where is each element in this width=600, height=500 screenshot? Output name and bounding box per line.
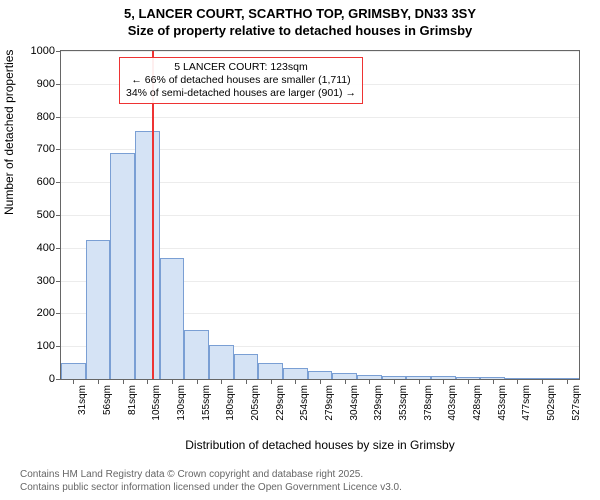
histogram-bar (110, 153, 135, 379)
x-tick-mark (246, 379, 247, 384)
x-tick-mark (517, 379, 518, 384)
annotation-callout: 5 LANCER COURT: 123sqm← 66% of detached … (119, 57, 363, 104)
histogram-bar (86, 240, 111, 379)
y-tick-label: 900 (37, 78, 55, 90)
x-tick-label: 527sqm (571, 385, 582, 421)
x-tick-label: 105sqm (151, 385, 162, 421)
x-axis-label: Distribution of detached houses by size … (60, 438, 580, 452)
x-tick-mark (123, 379, 124, 384)
histogram-bar (160, 258, 185, 379)
x-tick-mark (197, 379, 198, 384)
x-tick-label: 180sqm (225, 385, 236, 421)
x-tick-label: 502sqm (546, 385, 557, 421)
annotation-line1: 5 LANCER COURT: 123sqm (126, 61, 356, 74)
gridline (61, 51, 579, 52)
y-tick-label: 700 (37, 143, 55, 155)
y-tick-label: 800 (37, 111, 55, 123)
x-tick-label: 378sqm (423, 385, 434, 421)
histogram-bar (308, 371, 333, 379)
title-line2: Size of property relative to detached ho… (0, 23, 600, 40)
y-axis-label: Number of detached properties (2, 50, 16, 215)
title-line1: 5, LANCER COURT, SCARTHO TOP, GRIMSBY, D… (0, 6, 600, 23)
y-tick-label: 400 (37, 242, 55, 254)
gridline (61, 117, 579, 118)
y-tick-label: 600 (37, 176, 55, 188)
y-tick-label: 200 (37, 307, 55, 319)
x-tick-mark (147, 379, 148, 384)
x-tick-mark (419, 379, 420, 384)
footer-line2: Contains public sector information licen… (20, 482, 402, 495)
x-tick-label: 477sqm (521, 385, 532, 421)
histogram-bar (283, 368, 308, 379)
x-tick-label: 81sqm (127, 385, 138, 415)
x-tick-label: 304sqm (349, 385, 360, 421)
x-tick-label: 279sqm (324, 385, 335, 421)
y-tick-label: 500 (37, 209, 55, 221)
x-tick-mark (468, 379, 469, 384)
histogram-bar (184, 330, 209, 379)
annotation-line2: ← 66% of detached houses are smaller (1,… (126, 74, 356, 87)
x-tick-label: 31sqm (77, 385, 88, 415)
x-tick-mark (567, 379, 568, 384)
x-tick-label: 205sqm (250, 385, 261, 421)
x-tick-mark (394, 379, 395, 384)
x-tick-label: 353sqm (398, 385, 409, 421)
plot-area: 0100200300400500600700800900100031sqm56s… (60, 50, 580, 380)
x-tick-mark (542, 379, 543, 384)
x-tick-label: 329sqm (373, 385, 384, 421)
x-tick-mark (369, 379, 370, 384)
title-block: 5, LANCER COURT, SCARTHO TOP, GRIMSBY, D… (0, 0, 600, 40)
x-tick-mark (320, 379, 321, 384)
histogram-bar (61, 363, 86, 379)
x-tick-mark (443, 379, 444, 384)
x-tick-mark (221, 379, 222, 384)
x-tick-mark (295, 379, 296, 384)
y-tick-mark (56, 379, 61, 380)
footer-attribution: Contains HM Land Registry data © Crown c… (20, 469, 402, 494)
y-tick-label: 1000 (31, 45, 55, 57)
y-tick-label: 100 (37, 340, 55, 352)
histogram-bar (234, 354, 259, 379)
y-tick-label: 300 (37, 275, 55, 287)
x-tick-label: 229sqm (275, 385, 286, 421)
x-tick-label: 403sqm (447, 385, 458, 421)
x-tick-mark (345, 379, 346, 384)
histogram-bar (135, 131, 160, 379)
x-tick-label: 130sqm (176, 385, 187, 421)
footer-line1: Contains HM Land Registry data © Crown c… (20, 469, 402, 482)
x-tick-mark (271, 379, 272, 384)
chart-container: 5, LANCER COURT, SCARTHO TOP, GRIMSBY, D… (0, 0, 600, 500)
x-tick-mark (98, 379, 99, 384)
x-tick-label: 428sqm (472, 385, 483, 421)
histogram-bar (258, 363, 283, 379)
x-tick-label: 155sqm (201, 385, 212, 421)
x-tick-mark (493, 379, 494, 384)
x-tick-label: 254sqm (299, 385, 310, 421)
x-tick-label: 56sqm (102, 385, 113, 415)
annotation-line3: 34% of semi-detached houses are larger (… (126, 87, 356, 100)
histogram-bar (209, 345, 234, 379)
x-tick-mark (73, 379, 74, 384)
x-tick-mark (172, 379, 173, 384)
x-tick-label: 453sqm (497, 385, 508, 421)
y-tick-label: 0 (49, 373, 55, 385)
